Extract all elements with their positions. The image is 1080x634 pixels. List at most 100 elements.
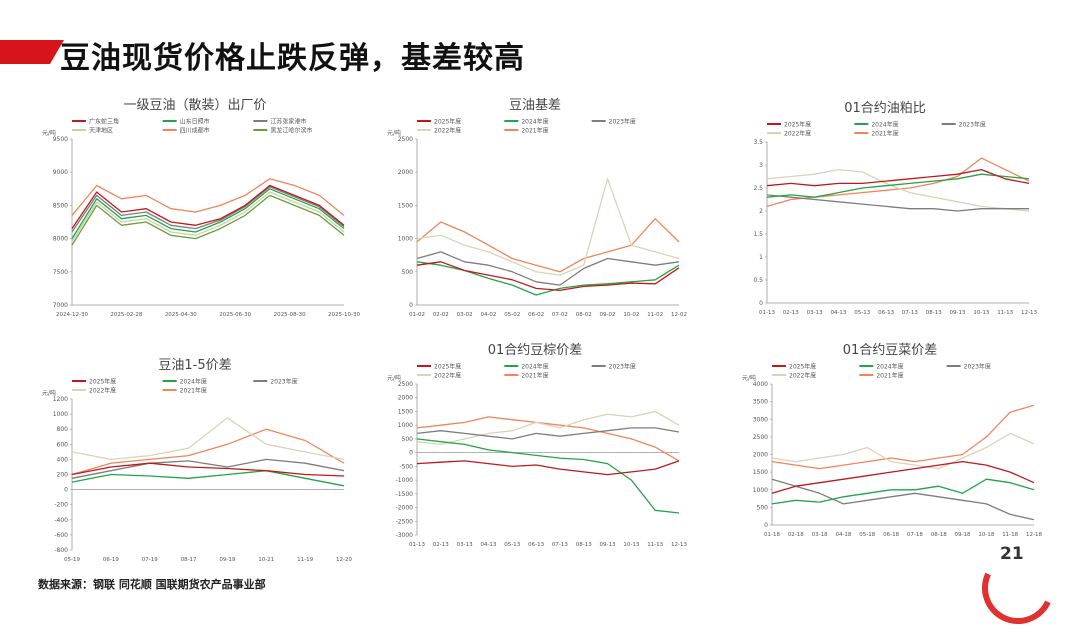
y-tick-label: 2.5	[753, 185, 763, 192]
series-line	[766, 168, 1030, 187]
x-tick-label: 2025-04-30	[165, 312, 197, 318]
y-tick-label: 9000	[53, 169, 68, 176]
legend-label: 2021年度	[876, 372, 903, 380]
y-tick-label: 0	[759, 300, 763, 307]
chart-soy-rapeseed-spread: 01合约豆菜价差 2025年度 2024年度 2023年度 2022年度 2021年度 元/…	[740, 340, 1042, 545]
chart-title: 01合约豆棕价差	[488, 343, 583, 358]
y-tick-label: 4000	[753, 381, 768, 388]
y-tick-label: -1500	[396, 491, 414, 498]
x-tick-label: 05-19	[64, 557, 80, 563]
y-tick-label: 1	[759, 254, 763, 261]
x-tick-label: 03-02	[457, 312, 473, 318]
series-line	[416, 416, 680, 462]
y-tick-label: 1000	[753, 487, 768, 494]
legend-label: 黑龙江哈尔滨市	[270, 127, 312, 135]
y-tick-label: 1200	[53, 396, 68, 403]
page-title: 豆油现货价格止跌反弹，基差较高	[60, 41, 525, 76]
x-tick-label: 12-02	[671, 312, 687, 318]
series-line	[771, 478, 1035, 521]
y-tick-label: -500	[399, 463, 413, 470]
x-tick-label: 12-18	[1026, 532, 1042, 538]
y-tick-label: 7000	[53, 302, 68, 309]
x-tick-label: 2025-10-30	[328, 312, 360, 318]
series-line	[416, 218, 680, 273]
x-tick-label: 10-18	[978, 532, 994, 538]
x-tick-label: 02-13	[433, 542, 449, 548]
chart-title: 一级豆油（散装）出厂价	[123, 98, 266, 113]
series-line	[416, 410, 680, 446]
legend-label: 2021年度	[871, 130, 898, 138]
legend-label: 2023年度	[609, 118, 636, 126]
x-tick-label: 03-18	[812, 532, 828, 538]
legend-label: 2024年度	[876, 363, 903, 371]
legend-label: 2023年度	[959, 121, 986, 129]
y-tick-label: 1500	[398, 408, 413, 415]
x-tick-label: 01-13	[759, 310, 775, 316]
y-tick-label: 2500	[398, 136, 413, 143]
y-tick-label: -800	[54, 547, 68, 554]
y-tick-label: 0	[409, 450, 413, 457]
series-line	[71, 188, 345, 239]
series-line	[71, 194, 345, 246]
chart-soyoil-factory-price: 一级豆油（散装）出厂价 广东蛇三角 山东日照市 江苏张家港市 天津地区 四川成都市 黑龙江哈…	[40, 95, 360, 325]
y-axis-label: 元/吨	[42, 129, 56, 137]
series-line	[771, 404, 1035, 470]
chart-svg: 豆油1-5价差 2025年度 2024年度 2023年度 2022年度 2021年度 元/吨…	[42, 358, 352, 563]
y-tick-label: 2000	[398, 395, 413, 402]
series-line	[71, 470, 345, 487]
x-tick-label: 07-18	[907, 532, 923, 538]
series-line	[766, 173, 1030, 198]
y-tick-label: 800	[57, 426, 69, 433]
legend-label: 2021年度	[521, 127, 548, 135]
y-tick-label: 3.5	[753, 139, 763, 146]
series-line	[71, 462, 345, 477]
x-tick-label: 12-13	[1021, 310, 1037, 316]
series-line	[416, 427, 680, 440]
chart-svg: 01合约豆菜价差 2025年度 2024年度 2023年度 2022年度 2021年度 元/…	[742, 343, 1042, 538]
series-line	[416, 251, 680, 286]
x-tick-label: 09-18	[955, 532, 971, 538]
y-tick-label: 0	[764, 522, 768, 529]
x-tick-label: 10-13	[973, 310, 989, 316]
data-source: 数据来源：钢联 同花顺 国联期货农产品事业部	[38, 578, 266, 591]
x-tick-label: 05-02	[504, 312, 520, 318]
x-tick-label: 04-18	[835, 532, 851, 538]
x-tick-label: 06-19	[103, 557, 119, 563]
x-tick-label: 08-17	[181, 557, 197, 563]
chart-soyoil-basis: 豆油基差 2025年度 2024年度 2023年度 2022年度 2021年度 元/吨 0 50…	[385, 95, 687, 325]
y-tick-label: 3	[759, 162, 763, 169]
x-tick-label: 05-13	[854, 310, 870, 316]
x-tick-label: 2025-08-30	[274, 312, 306, 318]
x-tick-label: 09-19	[219, 557, 235, 563]
y-axis-label: 元/吨	[742, 374, 756, 382]
y-tick-label: 500	[402, 436, 414, 443]
series-line	[771, 432, 1035, 470]
chart-title: 豆油1-5价差	[158, 358, 231, 373]
x-tick-label: 01-18	[764, 532, 780, 538]
y-tick-label: 500	[757, 504, 769, 511]
y-tick-label: 1000	[398, 422, 413, 429]
legend-label: 2025年度	[784, 121, 811, 129]
legend-label: 2024年度	[871, 121, 898, 129]
chart-title: 豆油基差	[509, 98, 561, 113]
chart-svg: 01合约豆棕价差 2025年度 2024年度 2023年度 2022年度 2021年度 元/…	[387, 343, 687, 548]
chart-svg: 01合约油粕比 2025年度 2024年度 2023年度 2022年度 2021年度 0 0.…	[753, 101, 1037, 316]
x-tick-label: 07-19	[142, 557, 158, 563]
legend-label: 2023年度	[270, 378, 297, 386]
y-axis-label: 元/吨	[387, 374, 401, 382]
y-tick-label: 2500	[753, 434, 768, 441]
chart-soyoil-1-5-spread: 豆油1-5价差 2025年度 2024年度 2023年度 2022年度 2021年度 元/吨…	[40, 355, 352, 570]
legend-label: 2024年度	[180, 378, 207, 386]
series-line	[771, 460, 1035, 494]
x-tick-label: 05-13	[504, 542, 520, 548]
y-tick-label: 1.5	[753, 231, 763, 238]
x-tick-label: 11-19	[297, 557, 313, 563]
x-tick-label: 09-13	[600, 542, 616, 548]
legend-label: 山东日照市	[180, 118, 210, 126]
x-tick-label: 2025-02-28	[110, 312, 142, 318]
y-tick-label: 0	[64, 487, 68, 494]
series-line	[416, 438, 680, 514]
legend-label: 2022年度	[789, 372, 816, 380]
y-tick-label: 7500	[53, 269, 68, 276]
legend-label: 2025年度	[434, 118, 461, 126]
